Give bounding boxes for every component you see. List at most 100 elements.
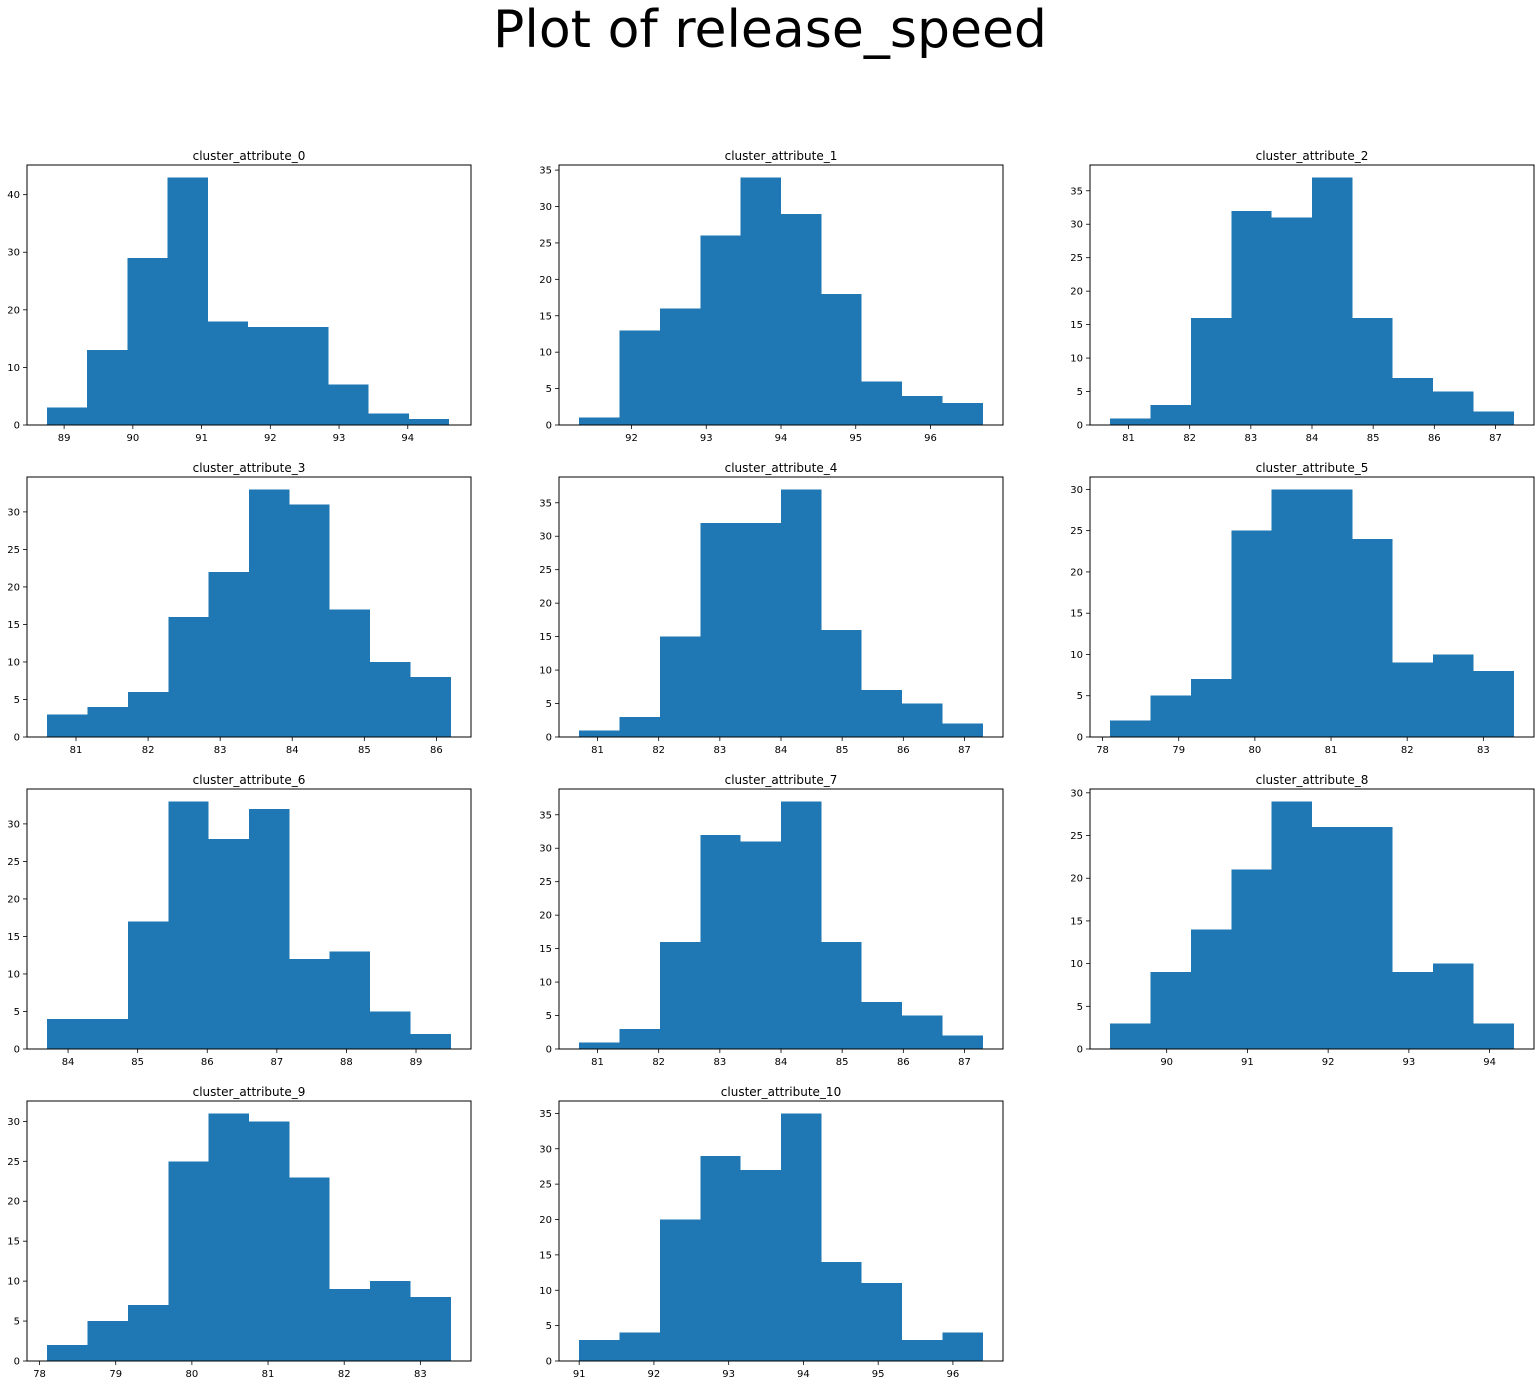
histogram-bar	[1150, 404, 1191, 425]
x-tick-label: 81	[591, 1057, 604, 1068]
x-tick-label: 83	[713, 1057, 726, 1068]
x-tick-label: 80	[186, 1369, 199, 1380]
subplot-cluster_attribute_4: cluster_attribute_4 81 82 83 84 85 86 87 0 5 10 15 2…	[539, 461, 1004, 756]
histogram-bar	[208, 838, 249, 1049]
x-tick-label: 84	[286, 745, 299, 756]
x-tick-label: 92	[625, 433, 638, 444]
histogram-bar	[781, 1113, 822, 1361]
subplot-cluster_attribute_0: cluster_attribute_0 89 90 91 92 93 94 0 10 20 30 40	[7, 149, 472, 444]
x-tick-label: 83	[414, 1369, 427, 1380]
y-tick-label: 20	[1070, 287, 1083, 298]
x-tick-label: 81	[1325, 745, 1338, 756]
y-tick-label: 15	[539, 944, 552, 955]
y-tick-label: 20	[539, 275, 552, 286]
x-tick-label: 82	[1183, 433, 1196, 444]
histogram-bar	[168, 616, 209, 737]
x-tick-label: 85	[836, 745, 849, 756]
axes-frame	[1089, 788, 1535, 1050]
y-tick-label: 30	[1070, 788, 1083, 799]
histogram-bar	[410, 1297, 451, 1361]
y-tick-label: 35	[539, 810, 552, 821]
y-tick-label: 5	[546, 1321, 552, 1332]
histogram-bar	[167, 177, 208, 425]
histogram-bar	[410, 676, 451, 737]
histogram-bar	[87, 1018, 128, 1049]
histogram-bar	[700, 235, 741, 425]
x-tick-label: 79	[109, 1369, 122, 1380]
histogram-bar	[1392, 662, 1434, 737]
histogram-bar	[47, 1018, 88, 1049]
x-tick-label: 88	[340, 1057, 353, 1068]
x-tick-label: 86	[1428, 433, 1441, 444]
histogram-bar	[1231, 869, 1272, 1049]
y-tick-label: 30	[7, 1117, 20, 1128]
x-tick-label: 86	[897, 745, 910, 756]
histogram-bar	[821, 1261, 862, 1361]
y-tick-label: 15	[539, 632, 552, 643]
x-tick-label: 81	[591, 745, 604, 756]
y-tick-label: 30	[1070, 485, 1083, 496]
x-tick-label: 93	[700, 433, 713, 444]
y-tick-label: 0	[546, 421, 552, 432]
histogram-bar	[740, 522, 781, 737]
histogram-bar	[370, 661, 411, 737]
x-tick-label: 93	[333, 433, 346, 444]
x-tick-label: 94	[1483, 1057, 1496, 1068]
histogram-bar	[1352, 317, 1393, 425]
histogram-bar	[1231, 530, 1272, 737]
histogram-bar	[1433, 391, 1474, 425]
y-tick-label: 10	[1070, 650, 1083, 661]
histogram-bar	[289, 958, 330, 1049]
histogram-bar	[208, 571, 249, 737]
y-tick-label: 5	[1077, 1002, 1083, 1013]
histogram-bar	[700, 834, 741, 1049]
subplot-title: cluster_attribute_10	[721, 1085, 841, 1099]
y-tick-label: 15	[7, 932, 20, 943]
histogram-bar	[87, 706, 128, 737]
axes-frame	[26, 164, 472, 426]
histogram-bar	[579, 1339, 620, 1361]
histogram-bar	[861, 381, 903, 425]
histogram-bar	[861, 690, 903, 737]
y-tick-label: 25	[7, 545, 20, 556]
x-tick-label: 87	[270, 1057, 283, 1068]
histogram-bar	[1190, 929, 1232, 1049]
x-tick-label: 84	[775, 745, 788, 756]
y-tick-label: 0	[546, 1045, 552, 1056]
histogram-bar	[329, 609, 371, 737]
histogram-bar	[1392, 972, 1434, 1049]
histogram-bar	[289, 1177, 330, 1361]
histogram-bar	[659, 941, 701, 1049]
subplot-title: cluster_attribute_0	[193, 149, 306, 163]
subplot-title: cluster_attribute_4	[725, 461, 838, 475]
y-tick-label: 25	[539, 877, 552, 888]
y-tick-label: 30	[539, 202, 552, 213]
x-tick-label: 86	[430, 745, 443, 756]
histogram-bar	[619, 1332, 660, 1361]
y-tick-label: 10	[539, 1286, 552, 1297]
x-tick-label: 92	[264, 433, 277, 444]
y-tick-label: 0	[546, 1357, 552, 1368]
y-tick-label: 20	[7, 894, 20, 905]
x-tick-label: 92	[648, 1369, 661, 1380]
histogram-bar	[1433, 963, 1474, 1049]
y-tick-label: 0	[1077, 1045, 1083, 1056]
y-tick-label: 0	[14, 421, 20, 432]
y-tick-label: 30	[7, 248, 20, 259]
y-tick-label: 25	[1070, 831, 1083, 842]
histogram-bar	[1312, 489, 1353, 737]
x-tick-label: 82	[338, 1369, 351, 1380]
y-tick-label: 30	[539, 532, 552, 543]
y-tick-label: 25	[7, 857, 20, 868]
y-tick-label: 35	[539, 166, 552, 177]
histogram-bar	[902, 1339, 943, 1361]
x-tick-label: 85	[1367, 433, 1380, 444]
histogram-bar	[127, 691, 169, 737]
histogram-bar	[249, 489, 290, 737]
axes-frame	[1089, 476, 1535, 738]
y-tick-label: 5	[546, 1011, 552, 1022]
x-tick-label: 91	[195, 433, 208, 444]
histogram-bar	[47, 714, 88, 737]
y-tick-label: 25	[7, 1157, 20, 1168]
